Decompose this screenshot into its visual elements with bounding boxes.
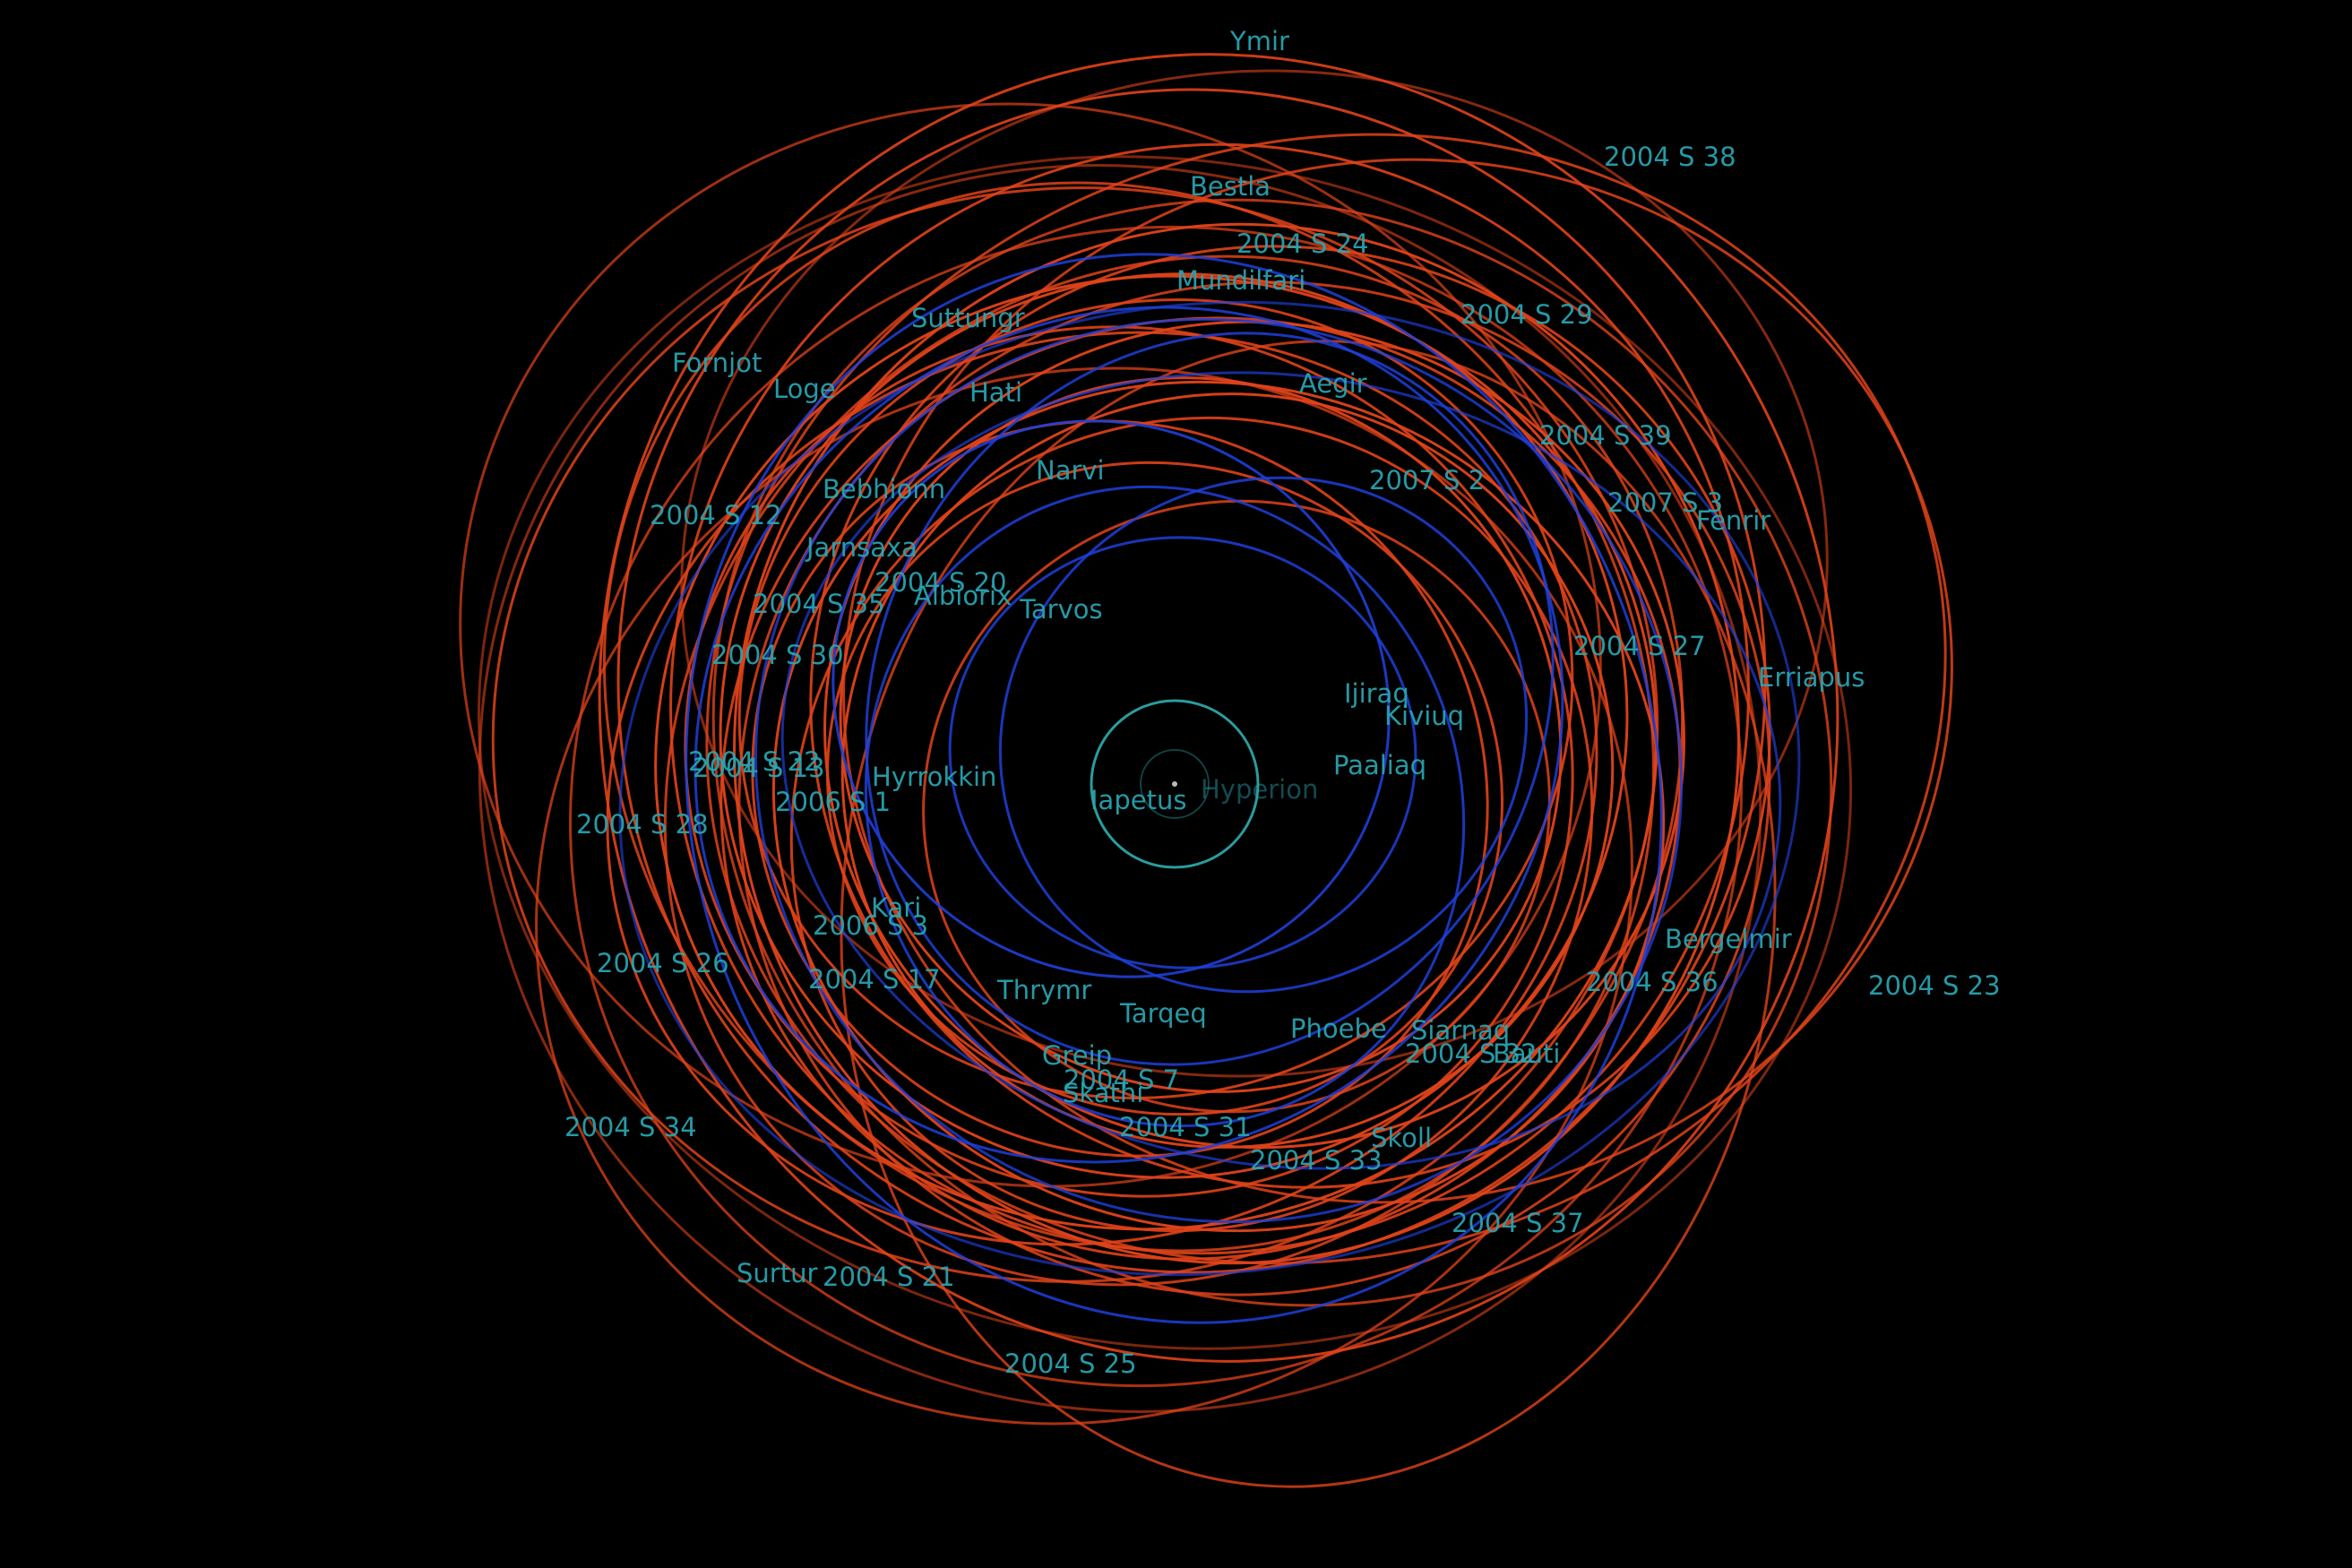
- orbit-prograde: [754, 317, 1683, 1224]
- orbit-retrograde: [535, 366, 1633, 1426]
- label-2004-s-12: 2004 S 12: [650, 500, 782, 530]
- orbit-hyperion: [1140, 749, 1210, 819]
- label-kiviuq: Kiviuq: [1384, 701, 1464, 731]
- label-paaliaq: Paaliaq: [1333, 750, 1426, 780]
- orbit-prograde: [948, 536, 1417, 969]
- label-2006-s-3: 2006 S 3: [813, 910, 928, 941]
- label-2004-s-37: 2004 S 37: [1452, 1208, 1584, 1238]
- label-suttungr: Suttungr: [911, 303, 1025, 333]
- label-2006-s-1: 2006 S 1: [775, 787, 891, 817]
- label-2004-s-27: 2004 S 27: [1573, 631, 1706, 661]
- label-2004-s-21: 2004 S 21: [823, 1262, 955, 1292]
- label-narvi: Narvi: [1036, 455, 1105, 486]
- label-2004-s-28: 2004 S 28: [576, 809, 709, 840]
- label-2004-s-34: 2004 S 34: [564, 1112, 697, 1142]
- label-2004-s-13: 2004 S 13: [693, 753, 825, 783]
- moon-labels: Ymir 2004 S 38 Bestla 2004 S 24 Mundilfa…: [564, 26, 2001, 1379]
- orbit-prograde: [780, 371, 1782, 1170]
- orbit-retrograde: [491, 186, 1659, 1283]
- label-surtur: Surtur: [737, 1258, 817, 1288]
- orbit-retrograde: [771, 380, 1666, 1233]
- label-iapetus: Iapetus: [1090, 785, 1186, 815]
- orbit-prograde: [694, 306, 1564, 1164]
- orbit-retrograde: [789, 416, 1594, 1233]
- orbit-iapetus: [1090, 699, 1260, 869]
- label-2007-s-2: 2007 S 2: [1369, 465, 1485, 495]
- label-tarqeq: Tarqeq: [1119, 998, 1207, 1029]
- label-2004-s-32: 2004 S 32: [1405, 1038, 1538, 1069]
- label-fenrir: Fenrir: [1696, 505, 1770, 536]
- label-bergelmir: Bergelmir: [1665, 924, 1792, 954]
- orbit-retrograde: [840, 340, 1777, 1488]
- label-greip: Greip: [1042, 1040, 1112, 1071]
- label-ijiraq: Ijiraq: [1344, 678, 1409, 709]
- orbit-prograde: [618, 300, 1801, 1277]
- orbit-retrograde: [459, 102, 1602, 1188]
- label-2004-s-35: 2004 S 35: [753, 589, 885, 619]
- label-2004-s-17: 2004 S 17: [808, 964, 941, 995]
- orbit-retrograde: [478, 164, 1762, 1413]
- label-phoebe: Phoebe: [1290, 1013, 1387, 1044]
- label-2007-s-3: 2007 S 3: [1607, 487, 1723, 518]
- label-2004-s-39: 2004 S 39: [1539, 420, 1672, 451]
- label-2004-s-7: 2004 S 7: [1064, 1064, 1179, 1095]
- label-fornjot: Fornjot: [672, 348, 762, 378]
- orbit-prograde: [831, 419, 1391, 978]
- label-2004-s-38: 2004 S 38: [1604, 142, 1736, 172]
- label-siarnaq: Siarnaq: [1411, 1015, 1510, 1046]
- label-aegir: Aegir: [1299, 368, 1367, 399]
- label-hyrrokkin: Hyrrokkin: [872, 762, 996, 792]
- label-albiorix: Albiorix: [914, 581, 1012, 611]
- orbit-prograde: [998, 476, 1529, 994]
- orbit-retrograde: [684, 325, 1574, 1198]
- label-skathi: Skathi: [1063, 1078, 1143, 1108]
- label-bestla: Bestla: [1190, 171, 1271, 202]
- label-ymir: Ymir: [1229, 26, 1289, 56]
- orbit-retrograde: [823, 320, 1685, 1150]
- label-mundilfari: Mundilfari: [1176, 265, 1305, 296]
- inner-orbits: [1090, 699, 1260, 869]
- label-erriapus: Erriapus: [1758, 662, 1865, 693]
- orbit-retrograde: [751, 419, 1489, 1158]
- label-2004-s-30: 2004 S 30: [711, 640, 844, 670]
- label-2004-s-20: 2004 S 20: [874, 567, 1007, 598]
- label-hati: Hati: [969, 377, 1022, 408]
- label-bebhionn: Bebhionn: [823, 474, 945, 504]
- label-2004-s-25: 2004 S 25: [1004, 1348, 1137, 1379]
- orbit-retrograde: [680, 69, 1829, 1078]
- orbit-retrograde: [711, 198, 1833, 1307]
- prograde-orbits: [618, 253, 1801, 1324]
- label-thrymr: Thrymr: [996, 975, 1091, 1005]
- label-skoll: Skoll: [1371, 1123, 1432, 1153]
- orbit-retrograde: [809, 245, 1771, 1189]
- label-2004-s-36: 2004 S 36: [1586, 967, 1719, 997]
- orbit-retrograde: [922, 499, 1551, 1114]
- label-2004-s-24: 2004 S 24: [1236, 228, 1369, 259]
- orbit-retrograde: [598, 53, 1839, 1363]
- label-kari: Kari: [871, 892, 921, 923]
- label-hyperion: Hyperion: [1201, 774, 1318, 805]
- label-loge: Loge: [773, 374, 836, 404]
- orbit-prograde: [685, 253, 1663, 1324]
- label-bauti: Bauti: [1493, 1038, 1560, 1069]
- label-2004-s-26: 2004 S 26: [597, 948, 729, 978]
- label-2004-s-29: 2004 S 29: [1460, 299, 1593, 330]
- orbit-prograde: [865, 332, 1555, 1066]
- orbit-prograde: [864, 485, 1466, 1128]
- label-tarvos: Tarvos: [1019, 594, 1103, 625]
- label-2004-s-22: 2004 S 22: [688, 746, 821, 777]
- saturn-marker: [1172, 781, 1177, 787]
- label-2004-s-23: 2004 S 23: [1868, 970, 2001, 1001]
- label-2004-s-33: 2004 S 33: [1250, 1145, 1383, 1176]
- orbit-retrograde: [616, 88, 1767, 1274]
- label-jarnsaxa: Jarnsaxa: [805, 532, 918, 563]
- label-2004-s-31: 2004 S 31: [1119, 1112, 1252, 1142]
